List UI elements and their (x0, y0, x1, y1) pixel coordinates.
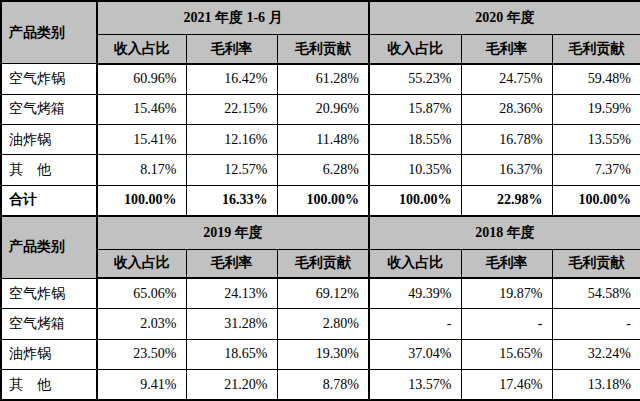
cell-value: 13.18% (552, 370, 640, 400)
cell-value: 17.46% (461, 370, 552, 400)
cell-value: 16.78% (461, 125, 552, 155)
cell-value: 15.65% (461, 339, 552, 369)
metric-header: 毛利贡献 (552, 34, 640, 63)
cell-value: 11.48% (277, 125, 369, 155)
cell-value: 13.55% (552, 125, 640, 155)
cell-value: 12.16% (186, 125, 277, 155)
period-2019-header: 2019 年度 (97, 216, 369, 249)
metric-header: 毛利贡献 (277, 34, 369, 63)
cell-value: 49.39% (369, 278, 461, 308)
cell-value: 2.80% (277, 309, 369, 339)
table-row-air-oven: 空气烤箱 2.03% 31.28% 2.80% - - - (1, 309, 640, 339)
cell-value: 100.00% (369, 185, 461, 215)
financial-table-page: 产品类别 2021 年度 1-6 月 2020 年度 收入占比 毛利率 毛利贡献… (0, 0, 640, 401)
row-label: 油炸锅 (1, 125, 97, 155)
cell-value: 16.33% (186, 185, 277, 215)
cell-value: - (369, 309, 461, 339)
table-row-total: 合计 100.00% 16.33% 100.00% 100.00% 22.98%… (1, 185, 640, 215)
cell-value: 32.24% (552, 339, 640, 369)
cell-value: 6.28% (277, 155, 369, 185)
metric-header: 毛利率 (186, 34, 277, 63)
cell-value: 12.57% (186, 155, 277, 185)
product-category-header: 产品类别 (1, 216, 97, 279)
metric-header: 收入占比 (369, 249, 461, 278)
cell-value: 19.59% (552, 94, 640, 124)
cell-value: 20.96% (277, 94, 369, 124)
cell-value: 24.75% (461, 64, 552, 94)
metric-header-row-1: 收入占比 毛利率 毛利贡献 收入占比 毛利率 毛利贡献 (1, 34, 640, 63)
row-label: 其 他 (1, 155, 97, 185)
metric-header: 毛利率 (186, 249, 277, 278)
cell-value: 18.65% (186, 339, 277, 369)
cell-value: 31.28% (186, 309, 277, 339)
cell-value: 61.28% (277, 64, 369, 94)
table-row-deep-fryer: 油炸锅 15.41% 12.16% 11.48% 18.55% 16.78% 1… (1, 125, 640, 155)
cell-value: 28.36% (461, 94, 552, 124)
cell-value: 19.30% (277, 339, 369, 369)
period-2021-header: 2021 年度 1-6 月 (97, 1, 369, 34)
cell-value: 2.03% (97, 309, 186, 339)
cell-value: 7.37% (552, 155, 640, 185)
cell-value: 37.04% (369, 339, 461, 369)
period-2018-header: 2018 年度 (369, 216, 640, 249)
cell-value: - (552, 309, 640, 339)
table-row-deep-fryer: 油炸锅 23.50% 18.65% 19.30% 37.04% 15.65% 3… (1, 339, 640, 369)
cell-value: 8.78% (277, 370, 369, 400)
cell-value: 15.46% (97, 94, 186, 124)
gross-margin-table: 产品类别 2021 年度 1-6 月 2020 年度 收入占比 毛利率 毛利贡献… (0, 0, 640, 401)
cell-value: 100.00% (97, 185, 186, 215)
cell-value: 100.00% (277, 185, 369, 215)
row-label: 空气炸锅 (1, 278, 97, 308)
metric-header: 收入占比 (369, 34, 461, 63)
cell-value: - (461, 309, 552, 339)
metric-header: 毛利贡献 (277, 249, 369, 278)
cell-value: 16.37% (461, 155, 552, 185)
row-label: 空气炸锅 (1, 64, 97, 94)
row-label: 油炸锅 (1, 339, 97, 369)
cell-value: 100.00% (552, 185, 640, 215)
row-label: 其 他 (1, 370, 97, 400)
period-header-row-2: 产品类别 2019 年度 2018 年度 (1, 216, 640, 249)
row-label: 空气烤箱 (1, 309, 97, 339)
cell-value: 8.17% (97, 155, 186, 185)
period-2020-header: 2020 年度 (369, 1, 640, 34)
period-header-row-1: 产品类别 2021 年度 1-6 月 2020 年度 (1, 1, 640, 34)
cell-value: 13.57% (369, 370, 461, 400)
cell-value: 60.96% (97, 64, 186, 94)
cell-value: 19.87% (461, 278, 552, 308)
table-row-other: 其 他 9.41% 21.20% 8.78% 13.57% 17.46% 13.… (1, 370, 640, 400)
cell-value: 69.12% (277, 278, 369, 308)
metric-header: 收入占比 (97, 34, 186, 63)
product-category-header: 产品类别 (1, 1, 97, 64)
table-row-air-fryer: 空气炸锅 60.96% 16.42% 61.28% 55.23% 24.75% … (1, 64, 640, 94)
cell-value: 23.50% (97, 339, 186, 369)
table-row-air-oven: 空气烤箱 15.46% 22.15% 20.96% 15.87% 28.36% … (1, 94, 640, 124)
cell-value: 9.41% (97, 370, 186, 400)
cell-value: 24.13% (186, 278, 277, 308)
metric-header-row-2: 收入占比 毛利率 毛利贡献 收入占比 毛利率 毛利贡献 (1, 249, 640, 278)
row-label: 空气烤箱 (1, 94, 97, 124)
metric-header: 毛利贡献 (552, 249, 640, 278)
row-label: 合计 (1, 185, 97, 215)
cell-value: 22.15% (186, 94, 277, 124)
cell-value: 55.23% (369, 64, 461, 94)
cell-value: 15.41% (97, 125, 186, 155)
cell-value: 21.20% (186, 370, 277, 400)
cell-value: 10.35% (369, 155, 461, 185)
table-row-other: 其 他 8.17% 12.57% 6.28% 10.35% 16.37% 7.3… (1, 155, 640, 185)
cell-value: 54.58% (552, 278, 640, 308)
cell-value: 22.98% (461, 185, 552, 215)
cell-value: 65.06% (97, 278, 186, 308)
cell-value: 16.42% (186, 64, 277, 94)
cell-value: 18.55% (369, 125, 461, 155)
metric-header: 收入占比 (97, 249, 186, 278)
table-row-air-fryer: 空气炸锅 65.06% 24.13% 69.12% 49.39% 19.87% … (1, 278, 640, 308)
metric-header: 毛利率 (461, 249, 552, 278)
metric-header: 毛利率 (461, 34, 552, 63)
cell-value: 59.48% (552, 64, 640, 94)
cell-value: 15.87% (369, 94, 461, 124)
